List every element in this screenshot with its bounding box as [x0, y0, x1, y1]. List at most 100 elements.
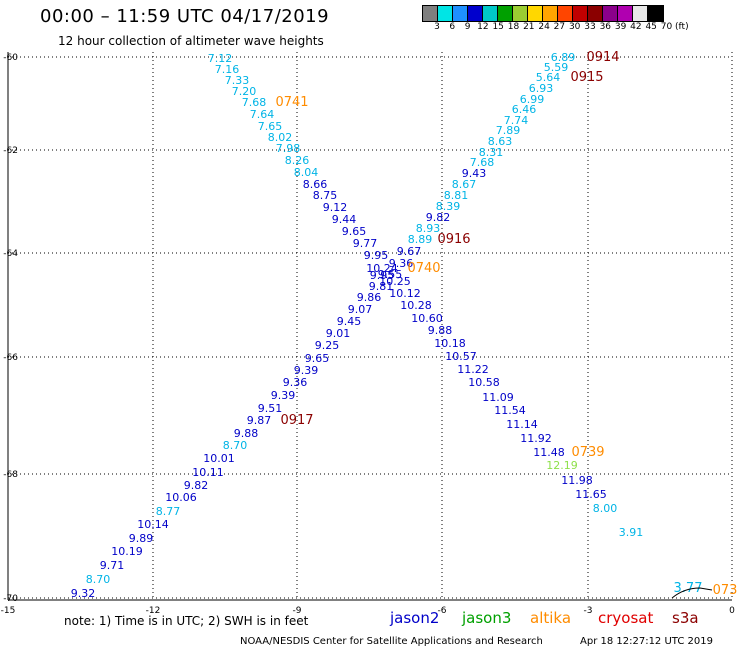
wave-height-label: 11.22 [457, 363, 489, 376]
time-label: 0739 [571, 445, 604, 460]
wave-height-label: 10.57 [445, 350, 477, 363]
time-label: 0917 [280, 413, 313, 428]
lon-tick-label: -12 [146, 606, 161, 616]
wave-height-label: 8.02 [268, 131, 293, 144]
wave-height-label: 8.70 [86, 573, 111, 586]
lon-tick-label: -9 [293, 606, 302, 616]
wave-height-label: 9.36 [389, 257, 414, 270]
map-title: 00:00 – 11:59 UTC 04/17/2019 [40, 6, 330, 27]
lat-tick-label: -64 [3, 249, 18, 259]
wave-height-label: 8.89 [408, 233, 433, 246]
wave-height-label: 11.98 [561, 474, 593, 487]
legend-swatch [528, 6, 543, 21]
satellite-jason2: jason2 [390, 609, 440, 627]
legend-swatch [468, 6, 483, 21]
wave-height-label: 8.63 [488, 135, 513, 148]
wave-height-label: 10.19 [111, 545, 143, 558]
legend-swatch [498, 6, 513, 21]
lat-tick-label: -60 [3, 53, 18, 63]
legend-label: 21 [523, 22, 535, 32]
wave-height-label: 9.88 [428, 324, 453, 337]
legend-label: 45 [645, 22, 657, 32]
wave-height-label: 5.59 [544, 61, 569, 74]
wave-height-label: 8.75 [313, 189, 338, 202]
wave-height-label: 11.54 [494, 404, 526, 417]
wave-height-label: 12.19 [546, 459, 578, 472]
map-subtitle: 12 hour collection of altimeter wave hei… [58, 34, 324, 48]
wave-height-label: 10.25 [379, 275, 411, 288]
wave-height-label: 9.87 [247, 414, 272, 427]
credit-line: NOAA/NESDIS Center for Satellite Applica… [240, 636, 543, 647]
wave-height-label: 8.81 [444, 189, 469, 202]
wave-height-label: 10.58 [468, 376, 500, 389]
wave-height-label: 9.82 [426, 211, 451, 224]
legend-swatch [453, 6, 468, 21]
wave-height-label: 9.39 [271, 389, 296, 402]
color-scale-bar [422, 5, 664, 22]
wave-height-label: 9.07 [348, 303, 373, 316]
legend-label: 39 [614, 22, 627, 32]
wave-height-label: 9.65 [342, 225, 367, 238]
wave-height-label: 9.36 [283, 376, 308, 389]
wave-height-label: 8.67 [452, 178, 477, 191]
wave-height-label: 10.60 [411, 312, 443, 325]
legend-label: 27 [553, 22, 566, 32]
legend-label: 24 [538, 22, 550, 32]
wave-height-label: 9.39 [294, 364, 319, 377]
lat-tick-label: -66 [3, 353, 18, 363]
wave-height-label: 8.31 [479, 146, 504, 159]
wave-height-label: 8.04 [294, 166, 319, 179]
wave-height-label: 9.77 [353, 237, 378, 250]
wave-height-label: 9.65 [305, 352, 330, 365]
legend-swatch [588, 6, 603, 21]
legend-label: 42 [630, 22, 642, 32]
wave-height-label: 8.70 [223, 439, 248, 452]
wave-height-label: 6.93 [529, 82, 554, 95]
legend-swatch [603, 6, 618, 21]
legend-label: 18 [507, 22, 520, 32]
wave-height-label: 7.65 [258, 120, 283, 133]
legend-label: 6 [449, 22, 456, 32]
wave-height-label: 10.24 [366, 262, 398, 275]
generated-timestamp: Apr 18 12:27:12 UTC 2019 [580, 636, 713, 647]
wave-height-label: 10.14 [137, 518, 169, 531]
legend-swatch [513, 6, 528, 21]
legend-label: 3 [434, 22, 440, 32]
legend-swatch [543, 6, 558, 21]
time-label: 0914 [586, 50, 619, 65]
footer-note: note: 1) Time is in UTC; 2) SWH is in fe… [64, 614, 309, 628]
legend-swatch [618, 6, 633, 21]
lat-tick-label: -62 [3, 146, 18, 156]
time-label: 0740 [407, 261, 440, 276]
wave-height-label: 10.01 [203, 452, 235, 465]
lon-tick-label: -15 [1, 606, 16, 616]
wave-height-label: 9.88 [234, 427, 259, 440]
wave-height-label: 10.18 [434, 337, 466, 350]
lat-tick-label: -70 [3, 594, 18, 604]
wave-height-label: 8.93 [416, 222, 441, 235]
wave-height-label: 7.98 [276, 142, 301, 155]
lon-tick-label: -3 [584, 606, 593, 616]
coastline-fragment [671, 587, 713, 599]
legend-label: 12 [477, 22, 489, 32]
legend-swatch [438, 6, 453, 21]
wave-height-label: 10.12 [389, 287, 421, 300]
wave-height-label: 7.68 [242, 96, 267, 109]
legend-swatch [483, 6, 498, 21]
lon-tick-label: -6 [438, 606, 447, 616]
wave-height-label: 9.95 [364, 249, 389, 262]
wave-height-label: 5.64 [536, 71, 561, 84]
wave-height-label: 7.89 [496, 124, 521, 137]
time-label: 0915 [570, 70, 603, 85]
wave-height-label: 9.89 [129, 532, 154, 545]
wave-height-label: 7.74 [504, 114, 529, 127]
wave-height-label: 8.77 [156, 505, 181, 518]
wave-height-label: 10.11 [192, 466, 224, 479]
time-label: 073 [713, 583, 738, 598]
wave-height-label: 9.81 [369, 280, 394, 293]
legend-label: 15 [492, 22, 504, 32]
legend-swatch [648, 6, 663, 21]
wave-height-label: 6.89 [551, 51, 576, 64]
legend-swatch [558, 6, 573, 21]
satellite-s3a: s3a [672, 609, 699, 627]
